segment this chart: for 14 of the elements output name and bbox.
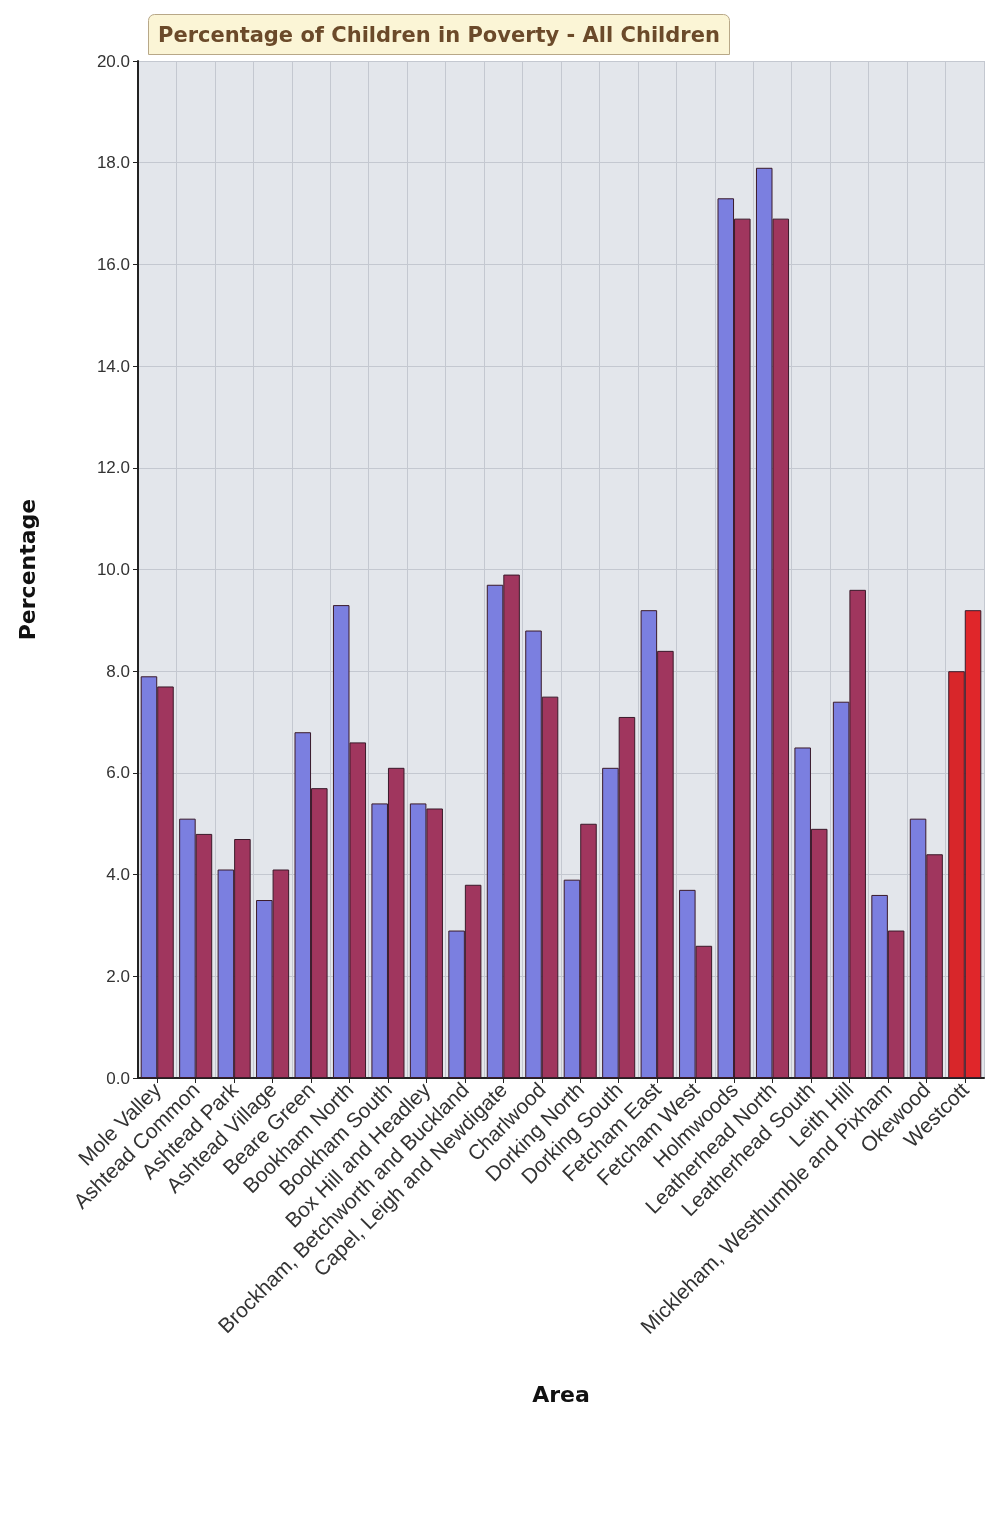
x-axis-title: Area (532, 1381, 590, 1407)
chart-title: Percentage of Children in Poverty - All Children (158, 22, 720, 47)
y-tick-label: 14.0 (96, 356, 130, 376)
y-tick-label: 0.0 (106, 1068, 130, 1088)
y-tick-label: 6.0 (106, 763, 130, 783)
y-tick-label: 8.0 (106, 661, 130, 681)
y-tick-label: 12.0 (96, 458, 130, 478)
y-tick-label: 10.0 (96, 560, 130, 579)
y-tick-label: 18.0 (96, 153, 130, 173)
y-tick-label: 4.0 (106, 865, 130, 885)
y-tick-label: 2.0 (106, 966, 130, 986)
y-axis-title: Percentage (14, 498, 40, 641)
y-tick-label: 16.0 (96, 254, 130, 274)
y-tick-label: 20.0 (96, 51, 130, 71)
